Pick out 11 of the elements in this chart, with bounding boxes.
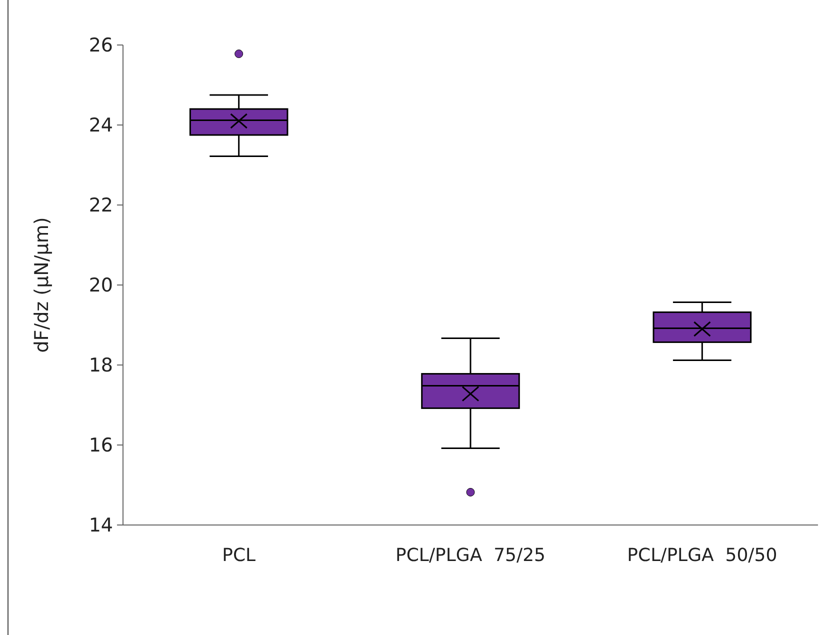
y-tick-label: 18 bbox=[88, 354, 113, 377]
y-axis-title: dF/dz (μN/μm) bbox=[31, 217, 53, 353]
x-tick-label: PCL/PLGA 50/50 bbox=[627, 545, 778, 566]
y-tick-label: 16 bbox=[88, 434, 113, 457]
y-tick-label: 20 bbox=[88, 274, 113, 297]
x-tick-label: PCL bbox=[222, 545, 256, 566]
y-tick-label: 22 bbox=[88, 194, 113, 217]
y-tick-label: 14 bbox=[88, 514, 113, 537]
y-tick-label: 26 bbox=[88, 34, 113, 57]
y-tick-label: 24 bbox=[88, 114, 113, 137]
x-tick-label: PCL/PLGA 75/25 bbox=[396, 545, 546, 566]
